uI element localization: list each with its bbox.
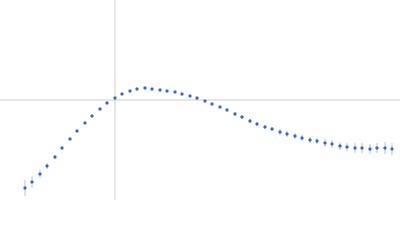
data-point — [135, 87, 139, 91]
data-point — [375, 146, 379, 150]
data-point — [173, 90, 177, 94]
chart — [0, 0, 400, 200]
data-point — [338, 144, 342, 148]
page: (() => { const data = JSON.parse(documen… — [0, 0, 400, 200]
data-point — [113, 96, 117, 100]
data-point — [308, 138, 312, 142]
data-point — [150, 87, 154, 91]
data-point — [98, 107, 102, 111]
data-point — [188, 94, 192, 98]
data-point — [330, 142, 334, 146]
data-point — [180, 92, 184, 96]
data-point — [23, 186, 27, 190]
data-point — [68, 137, 72, 141]
data-point — [263, 125, 267, 129]
data-point — [315, 139, 319, 143]
data-point — [90, 114, 94, 118]
data-point — [353, 146, 357, 150]
data-point — [248, 119, 252, 123]
data-point — [203, 99, 207, 103]
data-point — [128, 89, 132, 93]
data-point — [225, 108, 229, 112]
data-point — [120, 92, 124, 96]
data-point — [360, 146, 364, 150]
data-point — [158, 88, 162, 92]
data-point — [240, 115, 244, 119]
data-point — [83, 121, 87, 125]
data-point — [383, 146, 387, 150]
data-point — [233, 112, 237, 116]
data-point — [45, 164, 49, 168]
data-point — [105, 101, 109, 105]
data-point — [270, 127, 274, 131]
data-point — [285, 132, 289, 136]
data-point — [165, 89, 169, 93]
data-point — [300, 136, 304, 140]
data-point — [218, 105, 222, 109]
data-point — [278, 130, 282, 134]
data-point — [60, 146, 64, 150]
data-point — [345, 145, 349, 149]
data-point — [195, 96, 199, 100]
data-point — [390, 147, 394, 151]
data-point — [210, 102, 214, 106]
data-point — [75, 129, 79, 133]
data-point — [255, 122, 259, 126]
data-point — [38, 172, 42, 176]
data-point — [30, 180, 34, 184]
data-point — [323, 141, 327, 145]
data-point — [368, 147, 372, 151]
data-point — [143, 86, 147, 90]
data-point — [293, 134, 297, 138]
data-point — [53, 155, 57, 159]
